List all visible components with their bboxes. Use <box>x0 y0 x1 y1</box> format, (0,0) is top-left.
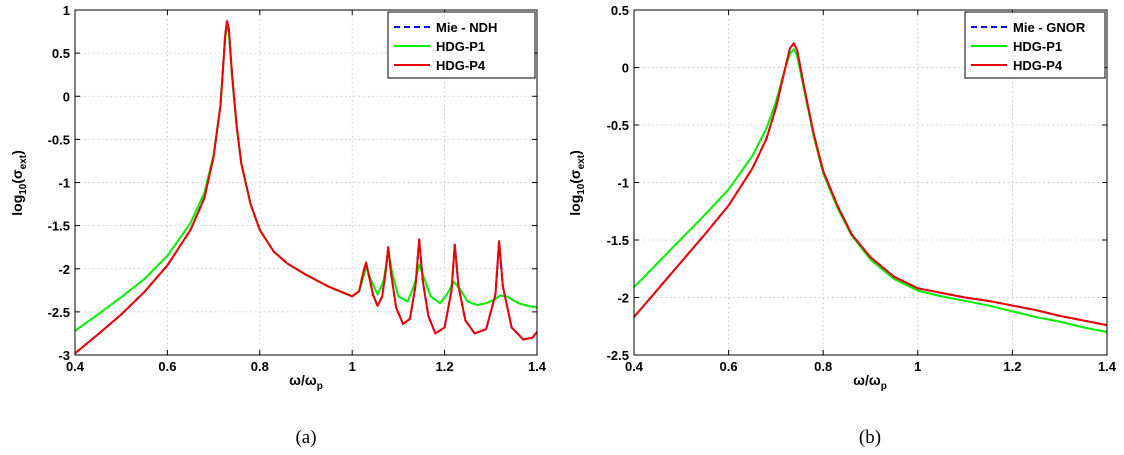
legend-entry-label: Mie - NDH <box>436 20 497 35</box>
y-tick-label: -1.5 <box>607 233 629 248</box>
panel-caption: (a) <box>295 427 316 448</box>
y-tick-label: -3 <box>58 348 70 363</box>
y-tick-label: -2.5 <box>48 305 70 320</box>
y-tick-label: -2 <box>617 291 629 306</box>
series-line-hdg-p4 <box>74 20 538 355</box>
y-axis-label-arg-sub: ext <box>576 154 587 169</box>
y-tick-label: -2.5 <box>607 348 629 363</box>
x-tick-label: 1.2 <box>436 359 454 374</box>
x-tick-label: 0.8 <box>814 359 832 374</box>
x-tick-label: 0.6 <box>720 359 738 374</box>
y-axis-label-arg: (σ <box>9 169 25 184</box>
y-tick-label: -1 <box>617 176 629 191</box>
x-tick-label: 0.8 <box>251 359 269 374</box>
x-axis-label: ω/ωp <box>853 372 887 392</box>
x-axis-label-main: ω/ω <box>289 372 317 388</box>
y-axis-label-close: ) <box>9 150 25 155</box>
x-tick-label: 0.4 <box>625 359 644 374</box>
series-line-hdg-p4 <box>633 42 1108 327</box>
y-axis-label-arg: (σ <box>567 169 583 184</box>
y-axis-label-close: ) <box>567 150 583 155</box>
y-axis-label-main: log <box>567 195 583 216</box>
y-tick-label: 0.5 <box>52 46 70 61</box>
x-tick-label: 1.4 <box>1098 359 1117 374</box>
x-axis-label-main: ω/ω <box>853 372 881 388</box>
legend-entry-label: Mie - GNOR <box>1013 20 1086 35</box>
y-tick-label: 1 <box>63 3 70 18</box>
y-axis-label-arg-sub: ext <box>18 154 29 169</box>
x-tick-label: 1.2 <box>1003 359 1021 374</box>
chart-panel-b: 0.4 0.6 0.8 1 1.2 1.4 -2.5 -2 -1.5 -1 -0.5 0 0.5 ω/ωp… <box>567 3 1117 392</box>
x-tick-label: 0.6 <box>158 359 176 374</box>
y-tick-label: -0.5 <box>607 118 629 133</box>
y-axis-label: log10(σext) <box>9 150 29 216</box>
legend-entry-label: HDG-P4 <box>436 58 486 73</box>
y-axis-label-main: log <box>9 195 25 216</box>
y-tick-label: -1.5 <box>48 219 70 234</box>
x-axis-label-sub: p <box>317 381 323 392</box>
y-axis-label-sub: 10 <box>18 183 29 195</box>
y-tick-label: -0.5 <box>48 132 70 147</box>
legend-entry-label: HDG-P1 <box>436 39 485 54</box>
y-axis-label: log10(σext) <box>567 150 587 216</box>
chart-panel-a: 0.4 0.6 0.8 1 1.2 1.4 -3 -2.5 -2 -1.5 -1 -0.5 0 0.5 1 ω… <box>9 3 547 392</box>
y-tick-label: 0 <box>622 61 629 76</box>
y-tick-label: -1 <box>58 176 70 191</box>
y-tick-label: 0.5 <box>611 3 629 18</box>
x-tick-label: 1.4 <box>528 359 547 374</box>
x-axis-label-sub: p <box>881 381 887 392</box>
x-axis-label: ω/ωp <box>289 372 323 392</box>
y-axis-label-sub: 10 <box>576 183 587 195</box>
legend: Mie - GNOR HDG-P1 HDG-P4 <box>964 11 1106 79</box>
x-tick-label: 1 <box>349 359 356 374</box>
legend-entry-label: HDG-P4 <box>1013 58 1063 73</box>
y-tick-label: -2 <box>58 262 70 277</box>
x-tick-label: 0.4 <box>66 359 85 374</box>
legend: Mie - NDH HDG-P1 HDG-P4 <box>387 11 536 79</box>
panel-caption: (b) <box>859 427 881 448</box>
x-tick-label: 1 <box>914 359 921 374</box>
legend-entry-label: HDG-P1 <box>1013 39 1062 54</box>
y-tick-label: 0 <box>63 89 70 104</box>
